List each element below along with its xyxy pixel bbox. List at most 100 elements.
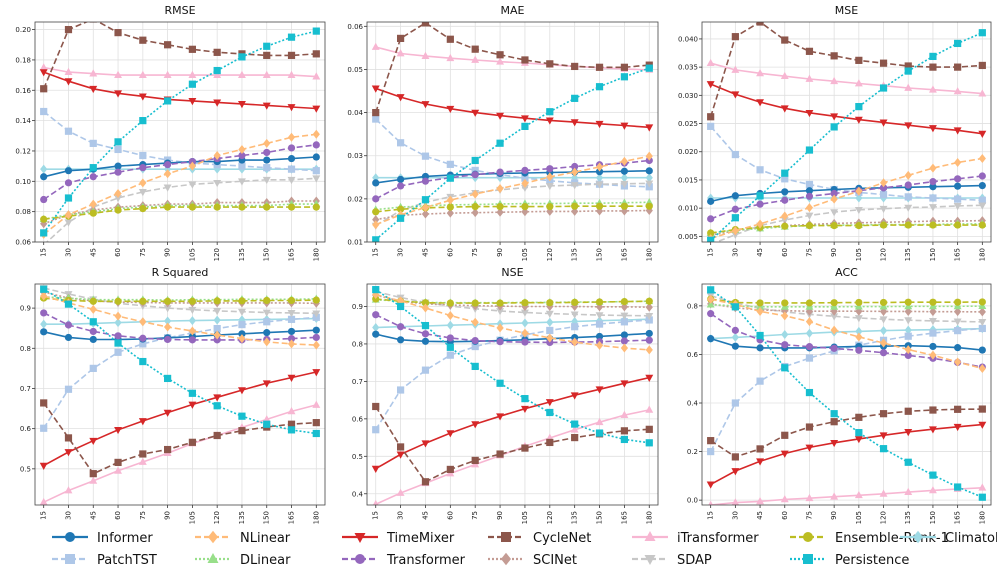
point-informer bbox=[263, 329, 271, 337]
point-persistence bbox=[64, 194, 73, 202]
point-nlinear bbox=[521, 178, 529, 188]
x-tick-label: 30 bbox=[731, 511, 739, 520]
point-ensemble-rank-1 bbox=[879, 221, 888, 229]
point-sdap bbox=[262, 309, 271, 317]
point-persistence bbox=[756, 331, 764, 340]
point-ensemble-rank-1 bbox=[571, 298, 579, 306]
point-timemixer bbox=[188, 98, 197, 106]
point-informer bbox=[372, 330, 380, 338]
x-tick-label: 15 bbox=[40, 248, 48, 257]
axes-frame bbox=[34, 21, 326, 243]
point-sdap bbox=[163, 305, 172, 313]
point-sdap bbox=[830, 209, 839, 217]
point-sdap bbox=[237, 178, 246, 186]
series-group bbox=[706, 22, 987, 242]
series-line-itransformer bbox=[43, 66, 317, 78]
point-transformer bbox=[879, 349, 888, 357]
point-timemixer bbox=[595, 386, 604, 394]
point-ensemble-rank-1 bbox=[496, 203, 504, 211]
point-ensemble-rank-1 bbox=[595, 298, 604, 306]
point-ensemble-rank-1 bbox=[978, 221, 986, 229]
y-tick-label: 0.02 bbox=[347, 195, 363, 203]
point-ensemble-rank-1 bbox=[645, 297, 653, 305]
point-timemixer bbox=[312, 369, 321, 377]
point-persistence bbox=[707, 236, 715, 242]
point-nlinear bbox=[904, 345, 912, 355]
point-nlinear bbox=[645, 151, 653, 161]
point-persistence bbox=[496, 139, 504, 147]
point-cyclenet bbox=[707, 437, 715, 445]
point-transformer bbox=[781, 341, 789, 349]
point-timemixer bbox=[371, 85, 380, 93]
point-persistence bbox=[263, 42, 271, 50]
point-ensemble-rank-1 bbox=[263, 296, 271, 305]
point-persistence bbox=[904, 458, 912, 466]
point-transformer bbox=[238, 151, 246, 160]
point-ensemble-rank-1 bbox=[546, 299, 554, 307]
point-informer bbox=[238, 330, 246, 338]
point-patchtst bbox=[64, 127, 73, 135]
panel-rmse: 0.06 0.08 0.10 0.12 0.14 0.16 0.18 0.20 15 30 45 60… bbox=[15, 4, 326, 261]
point-sdap bbox=[854, 206, 863, 215]
point-cyclenet bbox=[781, 36, 789, 44]
point-ensemble-rank-1 bbox=[164, 203, 172, 211]
point-informer bbox=[312, 326, 320, 334]
point-persistence bbox=[645, 439, 653, 447]
legend-marker bbox=[65, 532, 75, 542]
point-persistence bbox=[546, 108, 554, 116]
point-timemixer bbox=[114, 90, 123, 98]
point-patchtst bbox=[40, 424, 48, 432]
point-itransformer bbox=[928, 85, 937, 93]
point-persistence bbox=[929, 471, 937, 479]
point-patchtst bbox=[620, 318, 629, 326]
y-tick-label: 0.9 bbox=[20, 305, 31, 313]
x-tick-label: 30 bbox=[64, 248, 72, 257]
x-tick-label: 60 bbox=[114, 511, 122, 520]
point-persistence bbox=[496, 379, 504, 387]
point-climatology bbox=[805, 328, 814, 338]
point-nlinear bbox=[756, 306, 764, 316]
series-line-itransformer bbox=[710, 487, 983, 505]
x-tick-label: 75 bbox=[805, 511, 813, 520]
point-timemixer bbox=[805, 109, 814, 118]
point-itransformer bbox=[89, 476, 98, 484]
series-line-patchtst bbox=[710, 125, 983, 202]
point-nlinear bbox=[312, 129, 320, 139]
x-tick-label: 15 bbox=[707, 511, 715, 520]
point-ensemble-rank-1 bbox=[114, 297, 122, 305]
x-tick-label: 45 bbox=[89, 248, 97, 257]
point-transformer bbox=[904, 181, 912, 189]
x-tick-label: 120 bbox=[546, 511, 554, 524]
axes-frame bbox=[366, 283, 659, 506]
point-persistence bbox=[805, 388, 814, 397]
point-timemixer bbox=[89, 437, 98, 446]
point-ensemble-rank-1 bbox=[805, 222, 814, 230]
point-itransformer bbox=[756, 69, 765, 77]
point-scinet bbox=[471, 208, 479, 218]
point-climatology bbox=[904, 325, 912, 335]
point-nlinear bbox=[188, 161, 196, 171]
point-informer bbox=[978, 181, 986, 190]
point-sdap bbox=[928, 318, 937, 326]
point-ensemble-rank-1 bbox=[263, 203, 271, 211]
point-transformer bbox=[978, 172, 986, 180]
point-patchtst bbox=[978, 324, 986, 333]
point-itransformer bbox=[830, 76, 839, 85]
series-line-ensemble-rank-1 bbox=[710, 298, 983, 304]
point-sdap bbox=[904, 317, 913, 325]
point-itransformer bbox=[780, 71, 789, 80]
point-patchtst bbox=[929, 194, 937, 202]
point-persistence bbox=[421, 321, 430, 330]
panel-nse: 0.4 0.5 0.6 0.7 0.8 0.9 15 30 45 60 75 90 105 120 135 1… bbox=[352, 266, 659, 524]
point-sdap bbox=[879, 205, 888, 214]
point-patchtst bbox=[904, 332, 912, 340]
point-cyclenet bbox=[89, 470, 97, 478]
point-itransformer bbox=[64, 486, 73, 494]
point-itransformer bbox=[731, 65, 740, 73]
point-nlinear bbox=[929, 350, 937, 360]
point-nlinear bbox=[756, 219, 764, 229]
point-ensemble-rank-1 bbox=[496, 299, 504, 307]
point-ensemble-rank-1 bbox=[139, 205, 147, 213]
point-ensemble-rank-1 bbox=[421, 299, 430, 307]
point-sdap bbox=[287, 176, 296, 185]
